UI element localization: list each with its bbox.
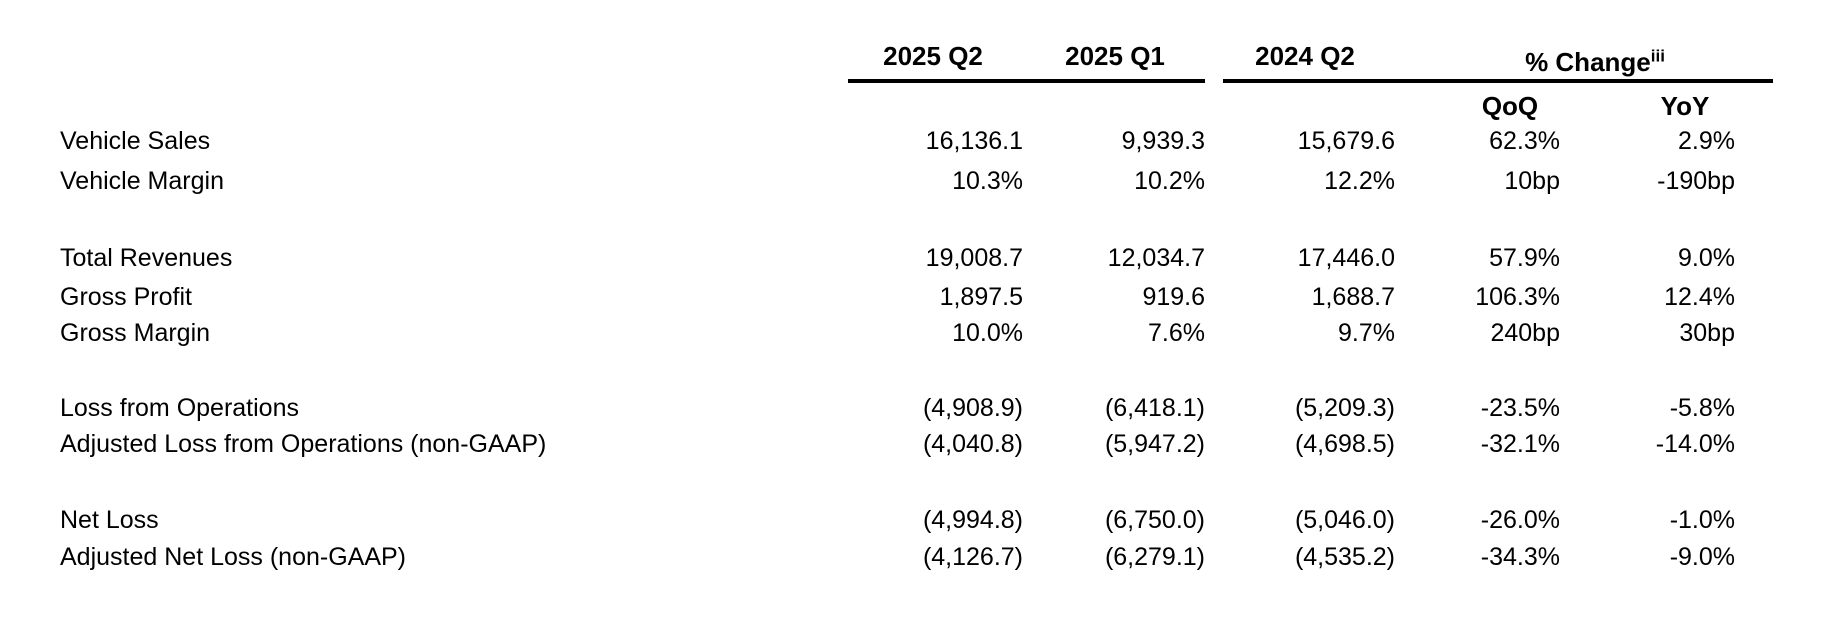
table-row-adjusted-loss-from-operations: Adjusted Loss from Operations (non-GAAP)…	[0, 425, 1829, 463]
cell-2025-q1: (6,418.1)	[1104, 394, 1205, 422]
cell-2024-q2: (5,209.3)	[1294, 394, 1395, 422]
cell-2025-q1: 9,939.3	[1121, 127, 1205, 155]
column-header-pct-change: % Changeiii	[1420, 44, 1770, 80]
cell-qoq: 62.3%	[1489, 127, 1560, 155]
row-label: Adjusted Net Loss (non-GAAP)	[60, 543, 406, 571]
column-header-2024-q2: 2024 Q2	[1255, 41, 1355, 71]
cell-qoq: -26.0%	[1480, 506, 1560, 534]
row-label: Total Revenues	[60, 244, 233, 272]
header-rule-prior-and-change	[1223, 79, 1773, 83]
cell-qoq: -34.3%	[1480, 543, 1560, 571]
table-row-vehicle-sales: Vehicle Sales 16,136.1 9,939.3 15,679.6 …	[0, 122, 1829, 160]
row-label: Adjusted Loss from Operations (non-GAAP)	[60, 430, 547, 458]
cell-2024-q2: (5,046.0)	[1294, 506, 1395, 534]
cell-2025-q2: 10.0%	[952, 319, 1023, 347]
cell-yoy: 2.9%	[1678, 127, 1735, 155]
cell-yoy: -5.8%	[1669, 394, 1735, 422]
cell-2024-q2: 15,679.6	[1297, 127, 1395, 155]
table-row-vehicle-margin: Vehicle Margin 10.3% 10.2% 12.2% 10bp -1…	[0, 162, 1829, 200]
row-label: Loss from Operations	[60, 394, 299, 422]
cell-2024-q2: 17,446.0	[1297, 244, 1395, 272]
cell-2025-q1: 7.6%	[1148, 319, 1205, 347]
cell-2024-q2: 9.7%	[1338, 319, 1395, 347]
column-header-qoq: QoQ	[1481, 91, 1539, 121]
cell-yoy: -1.0%	[1669, 506, 1735, 534]
table-row-loss-from-operations: Loss from Operations (4,908.9) (6,418.1)…	[0, 389, 1829, 427]
cell-yoy: -190bp	[1657, 167, 1735, 195]
cell-2025-q1: (6,750.0)	[1104, 506, 1205, 534]
cell-qoq: 10bp	[1504, 167, 1560, 195]
column-header-2025-q1: 2025 Q1	[1065, 41, 1165, 71]
row-label: Vehicle Margin	[60, 167, 224, 195]
cell-2025-q2: 1,897.5	[939, 283, 1023, 311]
cell-yoy: -14.0%	[1655, 430, 1735, 458]
cell-2025-q2: (4,908.9)	[922, 394, 1023, 422]
cell-2025-q1: (5,947.2)	[1104, 430, 1205, 458]
table-row-gross-profit: Gross Profit 1,897.5 919.6 1,688.7 106.3…	[0, 278, 1829, 316]
header-rule-current-periods	[848, 79, 1205, 83]
cell-2025-q1: 10.2%	[1134, 167, 1205, 195]
column-header-2025-q2: 2025 Q2	[883, 41, 983, 71]
cell-2025-q2: 16,136.1	[925, 127, 1023, 155]
cell-2025-q1: 12,034.7	[1107, 244, 1205, 272]
cell-qoq: 57.9%	[1489, 244, 1560, 272]
cell-yoy: 12.4%	[1664, 283, 1735, 311]
row-label: Gross Profit	[60, 283, 192, 311]
column-header-yoy: YoY	[1660, 91, 1710, 121]
cell-yoy: -9.0%	[1669, 543, 1735, 571]
cell-2024-q2: (4,698.5)	[1294, 430, 1395, 458]
cell-qoq: -23.5%	[1480, 394, 1560, 422]
cell-2024-q2: (4,535.2)	[1294, 543, 1395, 571]
table-row-gross-margin: Gross Margin 10.0% 7.6% 9.7% 240bp 30bp	[0, 314, 1829, 352]
row-label: Gross Margin	[60, 319, 211, 347]
cell-2025-q2: (4,126.7)	[922, 543, 1023, 571]
cell-2025-q2: 10.3%	[952, 167, 1023, 195]
cell-2025-q1: 919.6	[1142, 283, 1205, 311]
cell-qoq: 106.3%	[1475, 283, 1560, 311]
cell-2024-q2: 1,688.7	[1311, 283, 1395, 311]
table-row-net-loss: Net Loss (4,994.8) (6,750.0) (5,046.0) -…	[0, 501, 1829, 539]
row-label: Vehicle Sales	[60, 127, 211, 155]
table-row-total-revenues: Total Revenues 19,008.7 12,034.7 17,446.…	[0, 239, 1829, 277]
pct-change-label: % Change	[1525, 47, 1651, 77]
cell-2025-q1: (6,279.1)	[1104, 543, 1205, 571]
cell-yoy: 30bp	[1679, 319, 1735, 347]
row-label: Net Loss	[60, 506, 159, 534]
pct-change-footnote-marker: iii	[1650, 46, 1665, 66]
cell-2025-q2: (4,040.8)	[922, 430, 1023, 458]
cell-yoy: 9.0%	[1678, 244, 1735, 272]
cell-qoq: -32.1%	[1480, 430, 1560, 458]
cell-2025-q2: (4,994.8)	[922, 506, 1023, 534]
cell-2025-q2: 19,008.7	[925, 244, 1023, 272]
cell-qoq: 240bp	[1490, 319, 1560, 347]
table-row-adjusted-net-loss: Adjusted Net Loss (non-GAAP) (4,126.7) (…	[0, 538, 1829, 576]
cell-2024-q2: 12.2%	[1324, 167, 1395, 195]
